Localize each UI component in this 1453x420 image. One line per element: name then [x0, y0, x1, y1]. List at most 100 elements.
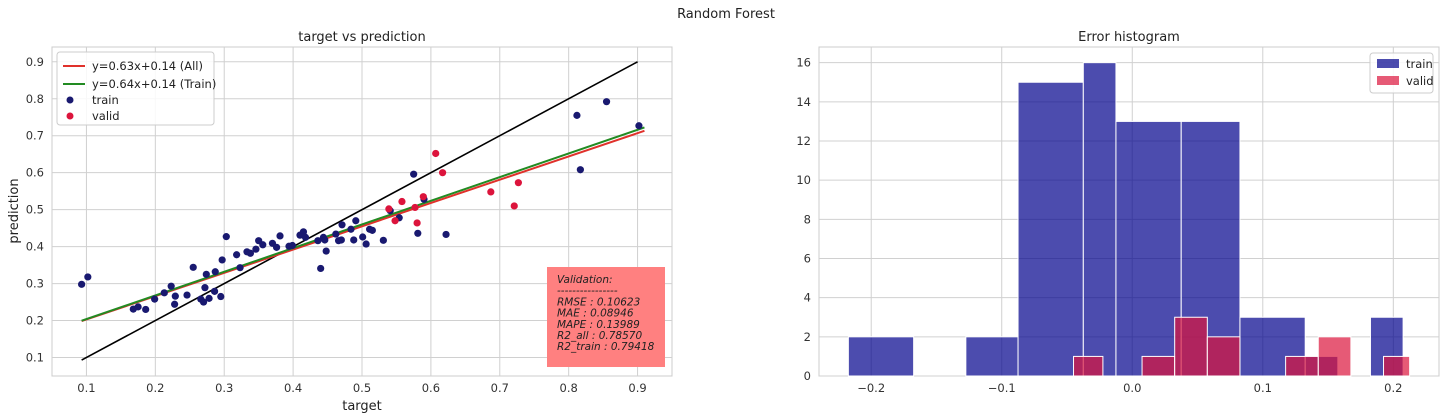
train-point	[350, 236, 358, 244]
validation-line: R2_all : 0.78570	[557, 330, 642, 342]
valid-point	[419, 193, 427, 201]
histogram-y-tick-label: 0	[804, 369, 811, 383]
train-point	[359, 233, 367, 241]
train-point	[332, 230, 340, 238]
train-point	[233, 251, 241, 259]
scatter-x-tick-label: 0.1	[77, 381, 95, 395]
histogram-x-tick-label: 0.0	[1123, 381, 1141, 395]
scatter-legend-box	[56, 51, 215, 126]
validation-line: MAPE : 0.13989	[557, 319, 640, 331]
train-point	[301, 233, 310, 241]
legend-label-train: train	[92, 93, 119, 107]
scatter-x-tick-label: 0.5	[353, 381, 371, 395]
identity-line	[81, 61, 638, 361]
train-point	[338, 221, 346, 229]
train-point	[189, 263, 197, 271]
histogram-title: Error histogram	[1078, 30, 1180, 45]
histogram-y-tick-label: 10	[796, 173, 811, 187]
validation-line: ----------------	[557, 285, 618, 297]
valid-point	[510, 202, 518, 210]
validation-text: Validation:----------------RMSE : 0.1062…	[557, 274, 655, 353]
scatter-x-tick-label: 0.3	[215, 381, 233, 395]
histogram-bar-valid	[1141, 355, 1176, 377]
scatter-x-tick-label: 0.2	[146, 381, 164, 395]
histogram-legend-label-train: train	[1406, 57, 1433, 71]
train-point	[171, 300, 179, 308]
scatter-y-tick-label: 0.6	[26, 166, 44, 180]
scatter-y-tick-label: 0.8	[26, 92, 44, 106]
train-point	[362, 240, 370, 248]
histogram-bar-valid	[1383, 355, 1411, 377]
scatter-y-tick-label: 0.4	[26, 240, 44, 254]
train-point	[151, 295, 159, 303]
histogram-x-tick-label: 0.2	[1384, 381, 1402, 395]
scatter-x-label: target	[342, 399, 382, 414]
histogram-legend-label-valid: valid	[1406, 74, 1434, 88]
validation-line: Validation:	[557, 274, 613, 286]
histogram-y-tick-label: 14	[796, 95, 811, 109]
train-point	[167, 282, 175, 290]
scatter-y-tick-label: 0.3	[26, 277, 44, 291]
train-point	[142, 305, 150, 314]
train-point	[211, 268, 219, 276]
scatter-grid	[52, 47, 672, 376]
fit-line-train	[81, 126, 645, 322]
histogram-y-tick-label: 4	[804, 291, 811, 305]
scatter-lines	[81, 61, 645, 361]
validation-line: R2_train : 0.79418	[557, 341, 655, 353]
histogram-legend: train valid	[1369, 52, 1434, 94]
histogram-bar-train	[847, 336, 915, 377]
train-point	[160, 289, 168, 297]
train-point	[218, 256, 226, 264]
scatter-y-ticks: 0.1 0.2 0.3 0.4 0.5 0.6 0.7 0.8 0.9	[26, 55, 44, 365]
train-point	[442, 230, 450, 239]
histogram-bar-valid	[1285, 355, 1319, 377]
scatter-x-tick-label: 0.6	[422, 381, 440, 395]
histogram-x-ticks: −0.2 −0.1 0.0 0.1 0.2	[857, 381, 1402, 395]
histogram-bar-train	[1017, 81, 1084, 377]
train-point	[352, 217, 360, 225]
figure-title: Random Forest	[677, 7, 775, 22]
train-point	[222, 233, 230, 241]
scatter-title: target vs prediction	[298, 30, 425, 45]
histogram-legend-marker-valid	[1377, 76, 1399, 85]
histogram-bar-valid	[1073, 355, 1104, 377]
legend-marker-train	[66, 96, 74, 104]
train-point	[368, 226, 376, 234]
valid-point	[391, 217, 399, 225]
train-point	[410, 170, 418, 178]
train-point	[171, 292, 179, 300]
histogram-legend-marker-train	[1377, 59, 1399, 68]
train-point	[210, 287, 219, 295]
scatter-x-ticks: 0.1 0.2 0.3 0.4 0.5 0.6 0.7 0.8 0.9	[77, 381, 646, 395]
train-point	[288, 241, 297, 250]
train-point	[236, 264, 244, 272]
scatter-points	[78, 98, 643, 314]
train-point	[299, 228, 308, 236]
legend-marker-valid	[66, 112, 74, 120]
histogram-bar-train	[1082, 62, 1117, 377]
histogram-bars	[847, 62, 1411, 377]
legend-label-all: y=0.63x+0.14 (All)	[92, 59, 203, 73]
histogram-chart: −0.2 −0.1 0.0 0.1 0.2 0 2 4 6 8 10 12 14 16 Error hi…	[796, 30, 1440, 395]
legend-label-train-line: y=0.64x+0.14 (Train)	[92, 77, 216, 91]
histogram-y-tick-label: 2	[804, 330, 811, 344]
train-point	[134, 303, 142, 311]
histogram-y-tick-label: 16	[796, 56, 811, 70]
train-point	[199, 298, 208, 306]
train-point	[276, 232, 284, 240]
scatter-y-tick-label: 0.9	[26, 55, 44, 69]
scatter-x-tick-label: 0.9	[628, 381, 646, 395]
train-point	[259, 241, 267, 249]
scatter-x-tick-label: 0.4	[284, 381, 302, 395]
train-point	[379, 236, 387, 244]
train-point	[635, 122, 643, 130]
train-point	[217, 292, 225, 301]
train-point	[84, 273, 92, 281]
validation-line: MAE : 0.08946	[557, 308, 634, 320]
valid-point	[439, 169, 447, 177]
scatter-x-tick-label: 0.8	[560, 381, 578, 395]
train-point	[347, 225, 355, 233]
scatter-y-tick-label: 0.5	[26, 203, 44, 217]
